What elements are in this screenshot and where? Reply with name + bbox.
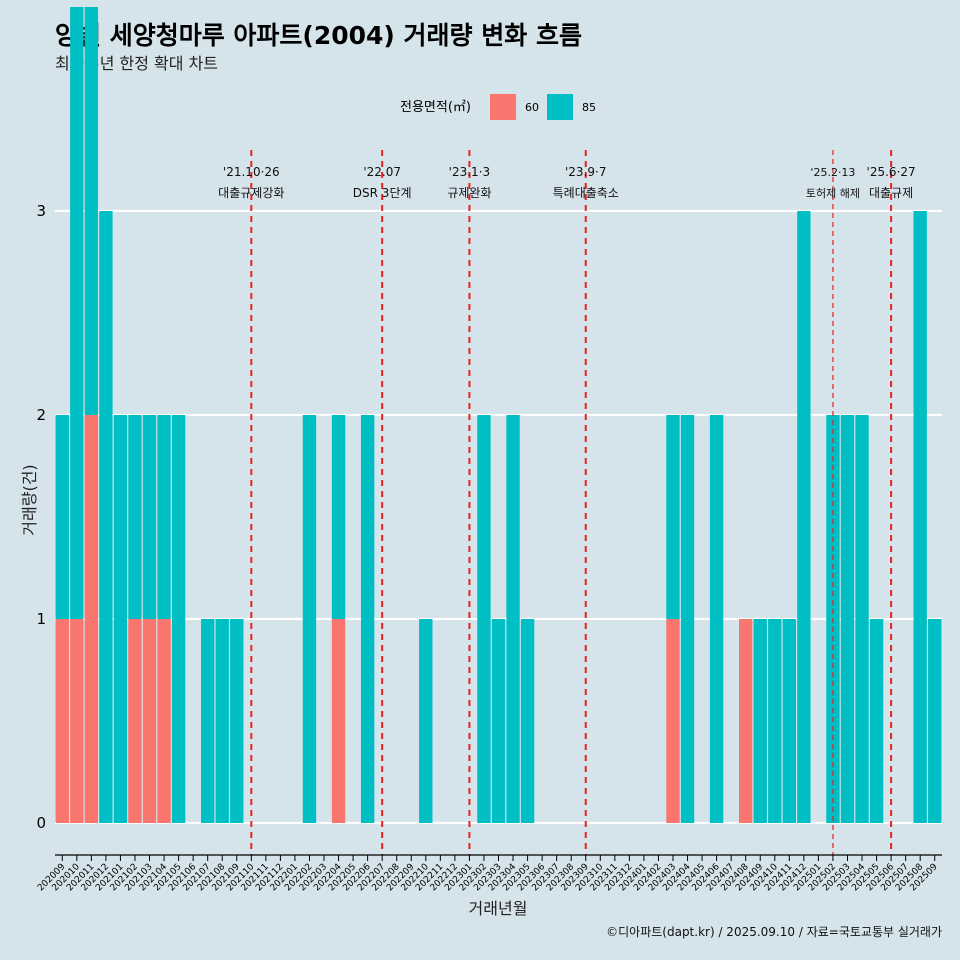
y-tick-label: 3 xyxy=(36,202,46,220)
bar-60-202104 xyxy=(157,619,171,823)
bars xyxy=(55,7,942,823)
bar-85-202403 xyxy=(666,415,680,619)
bar-60-202009 xyxy=(55,619,69,823)
event-lines: '21.10·26 대출규제강화 '22.07 DSR 3단계 '23.1·3 규제완화 '… xyxy=(218,150,916,855)
event-label-2: 규제완화 xyxy=(447,186,491,200)
event-date-0: '21.10·26 xyxy=(223,165,280,179)
bar-85-202504 xyxy=(855,415,869,823)
event-label-4: 토허제 해제 xyxy=(806,186,860,200)
legend-title: 전용면적(㎡) xyxy=(400,100,471,115)
event-date-2: '23.1·3 xyxy=(449,165,490,179)
event-date-1: '22.07 xyxy=(363,165,401,179)
bar-85-202404 xyxy=(680,415,695,823)
bar-85-202108 xyxy=(215,619,229,823)
x-axis: 2020092020102020112020122021012021022021… xyxy=(36,854,942,893)
bar-60-202204 xyxy=(331,619,346,823)
bar-85-202406 xyxy=(709,415,724,823)
bar-85-202304 xyxy=(506,415,520,823)
event-date-4: '25.2·13 xyxy=(810,166,855,179)
legend-label-85: 85 xyxy=(582,101,596,114)
bar-85-202010 xyxy=(70,7,84,619)
bar-85-202109 xyxy=(230,619,244,823)
bar-85-202505 xyxy=(869,619,884,823)
bar-85-202101 xyxy=(113,415,128,823)
bar-85-202105 xyxy=(171,415,186,823)
y-axis-label: 거래량(건) xyxy=(20,464,39,535)
bar-85-202409 xyxy=(753,619,767,823)
bar-85-202410 xyxy=(768,619,782,823)
event-label-3: 특례대출축소 xyxy=(553,186,619,200)
bar-85-202102 xyxy=(128,415,142,619)
bar-85-202303 xyxy=(491,619,506,823)
event-label-1: DSR 3단계 xyxy=(353,186,412,200)
bar-85-202509 xyxy=(928,619,942,823)
bar-85-202104 xyxy=(157,415,171,619)
chart-title: 양벌 세양청마루 아파트(2004) 거래량 변화 흐름 xyxy=(55,21,582,50)
bar-85-202103 xyxy=(142,415,157,619)
y-tick-label: 2 xyxy=(36,406,46,424)
legend-swatch-60 xyxy=(490,94,516,120)
bar-60-202403 xyxy=(666,619,680,823)
bar-60-202011 xyxy=(84,415,99,823)
bar-85-202011 xyxy=(84,7,99,415)
bar-60-202010 xyxy=(70,619,84,823)
legend: 전용면적(㎡) 60 85 xyxy=(400,94,596,120)
bar-85-202210 xyxy=(419,619,433,823)
bar-85-202305 xyxy=(520,619,535,823)
bar-85-202503 xyxy=(840,415,855,823)
bar-85-202204 xyxy=(331,415,346,619)
legend-swatch-85 xyxy=(547,94,573,120)
event-label-0: 대출규제강화 xyxy=(218,186,284,200)
event-date-3: '23.9·7 xyxy=(565,165,606,179)
bar-85-202202 xyxy=(302,415,317,823)
y-axis: 0 1 2 3 xyxy=(36,202,46,832)
y-tick-label: 0 xyxy=(36,814,46,832)
y-tick-label: 1 xyxy=(36,610,46,628)
bar-85-202107 xyxy=(200,619,215,823)
bar-85-202206 xyxy=(360,415,375,823)
x-axis-label: 거래년월 xyxy=(469,899,528,918)
bar-60-202102 xyxy=(128,619,142,823)
bar-60-202103 xyxy=(142,619,157,823)
caption: ©디아파트(dapt.kr) / 2025.09.10 / 자료=국토교통부 실… xyxy=(606,925,942,939)
bar-85-202009 xyxy=(55,415,69,619)
event-date-5: '25.6·27 xyxy=(867,165,916,179)
bar-60-202408 xyxy=(739,619,753,823)
bar-85-202012 xyxy=(99,211,113,823)
bar-85-202412 xyxy=(797,211,811,823)
legend-label-60: 60 xyxy=(525,101,539,114)
bar-85-202508 xyxy=(913,211,927,823)
event-label-5: 대출규제 xyxy=(869,186,913,200)
bar-85-202411 xyxy=(782,619,797,823)
bar-85-202302 xyxy=(477,415,491,823)
